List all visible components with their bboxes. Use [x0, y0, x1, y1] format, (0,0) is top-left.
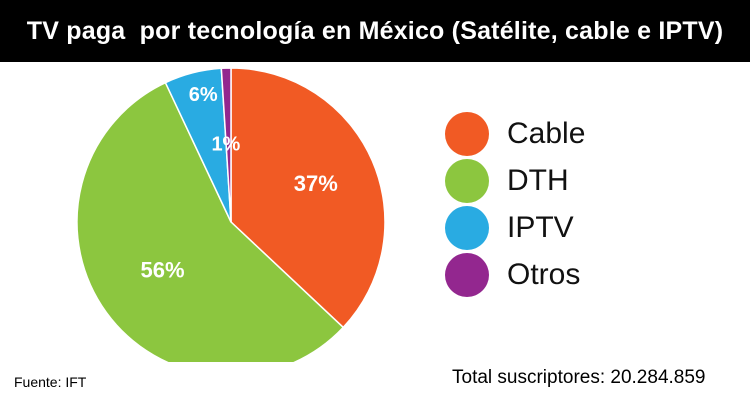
legend-label-otros: Otros [507, 257, 581, 291]
legend-item-dth: DTH [445, 157, 585, 204]
legend-item-cable: Cable [445, 110, 585, 157]
pie-labels: 37% 56% 6% 1% [140, 84, 337, 283]
legend-label-cable: Cable [507, 116, 586, 150]
pie-slice-otros [220, 67, 232, 223]
title-bar: TV paga por tecnología en México (Satéli… [0, 0, 750, 62]
total-subscribers: Total suscriptores: 20.284.859 [452, 367, 706, 388]
chart-title: TV paga por tecnología en México (Satéli… [26, 16, 724, 45]
pie-label-otros: 1% [211, 133, 240, 155]
legend-item-iptv: IPTV [445, 204, 585, 251]
legend-swatch-iptv [445, 205, 489, 250]
legend-label-dth: DTH [507, 163, 569, 197]
source-note: Fuente: IFT [14, 374, 87, 390]
pie-label-cable: 37% [294, 171, 338, 196]
pie-slice-cable [230, 67, 386, 329]
pie-label-iptv: 6% [189, 84, 218, 106]
pie-chart: 37% 56% 6% 1% [76, 67, 386, 362]
legend-swatch-otros [445, 252, 489, 297]
pie-slices [76, 67, 386, 362]
pie-slice-dth [76, 81, 345, 362]
legend-label-iptv: IPTV [507, 210, 574, 244]
legend-item-otros: Otros [445, 251, 585, 298]
pie-label-dth: 56% [140, 258, 184, 283]
legend-swatch-dth [445, 158, 489, 203]
legend: Cable DTH IPTV Otros [445, 110, 585, 298]
legend-swatch-cable [445, 111, 489, 156]
